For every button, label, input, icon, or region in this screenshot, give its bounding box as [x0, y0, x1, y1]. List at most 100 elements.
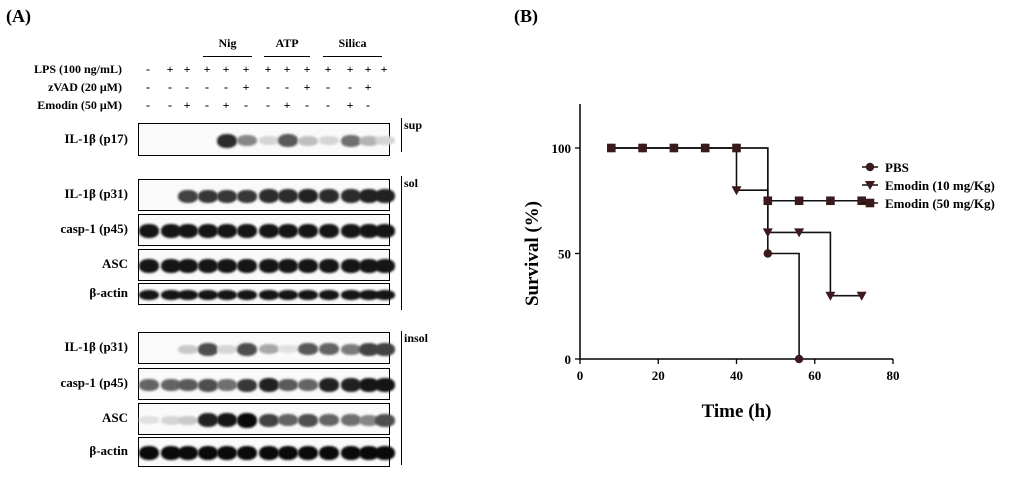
- blot-band: [217, 345, 237, 354]
- blot-band: [278, 224, 298, 238]
- blot-band: [278, 379, 298, 391]
- treatment-label: zVAD (20 μM): [48, 80, 122, 94]
- y-tick-label: 100: [552, 141, 572, 156]
- treatment-sign: +: [324, 62, 332, 76]
- blot-band: [359, 343, 379, 356]
- treatment-sign: +: [222, 62, 230, 76]
- x-tick-label: 80: [887, 368, 900, 383]
- data-point: [794, 228, 805, 238]
- data-point: [794, 196, 804, 206]
- treatment-sign: +: [380, 62, 388, 76]
- blot-band: [178, 446, 198, 460]
- blot-band: [161, 224, 181, 238]
- treatment-sign: +: [303, 62, 311, 76]
- blot-band: [341, 259, 361, 273]
- blot-band: [259, 224, 279, 238]
- blot-band: [298, 343, 318, 355]
- treatment-sign: +: [242, 62, 250, 76]
- data-point: [826, 196, 835, 206]
- legend-label: PBS: [885, 160, 909, 175]
- blot-band: [198, 446, 218, 460]
- blot-label: casp-1 (p45): [60, 221, 128, 236]
- y-tick-label: 50: [558, 247, 571, 262]
- blot-band: [341, 224, 361, 238]
- x-tick-label: 40: [730, 368, 743, 383]
- blot-band: [298, 259, 318, 273]
- blot-label: IL-1β (p17): [64, 130, 128, 146]
- treatment-sign: -: [146, 98, 150, 112]
- data-point: [731, 186, 742, 196]
- series-line: [611, 147, 862, 202]
- blot-band: [139, 224, 159, 238]
- blot-band: [198, 224, 218, 238]
- blot-band: [178, 224, 198, 238]
- blot-strip: [138, 437, 395, 467]
- fraction-bracket: [401, 118, 402, 152]
- blot-band: [139, 290, 159, 300]
- treatment-label: LPS (100 ng/mL): [33, 62, 122, 76]
- data-point: [763, 249, 772, 258]
- blot-band: [375, 224, 395, 238]
- blot-band: [161, 416, 181, 425]
- group-label: Nig: [218, 36, 237, 50]
- panel-a-label: (A): [6, 6, 31, 26]
- blot-band: [319, 224, 339, 238]
- blot-band: [278, 345, 298, 353]
- blot-band: [178, 416, 198, 425]
- blot-label: ASC: [101, 256, 128, 271]
- blot-band: [278, 259, 298, 273]
- treatment-sign: -: [244, 98, 248, 112]
- blot-band: [217, 413, 237, 427]
- data-point: [825, 291, 836, 301]
- blot-strip: [138, 403, 395, 435]
- blot-band: [375, 136, 395, 145]
- blot-band: [237, 446, 257, 460]
- group-underline: [323, 56, 382, 57]
- blot-band: [237, 224, 257, 238]
- treatment-sign: -: [146, 80, 150, 94]
- blot-band: [259, 136, 279, 145]
- blot-band: [139, 416, 159, 424]
- blot-band: [341, 378, 361, 392]
- legend-label: Emodin (10 mg/Kg): [885, 178, 995, 193]
- data-point: [669, 143, 679, 153]
- treatment-sign: -: [168, 80, 172, 94]
- blot-band: [341, 189, 361, 203]
- group-label: ATP: [275, 36, 299, 50]
- blot-band: [178, 290, 198, 300]
- blot-band: [178, 345, 198, 354]
- blot-band: [359, 415, 379, 426]
- blot-band: [139, 446, 159, 460]
- blot-band: [341, 135, 361, 147]
- treatment-sign: -: [168, 98, 172, 112]
- treatment-sign: +: [364, 80, 372, 94]
- treatment-sign: +: [203, 62, 211, 76]
- data-point: [700, 143, 710, 153]
- blot-band: [359, 224, 379, 238]
- treatment-sign: -: [266, 80, 270, 94]
- blot-band: [237, 135, 257, 146]
- blot-band: [319, 446, 339, 460]
- blot-band: [259, 446, 279, 460]
- blot-band: [237, 259, 257, 273]
- blot-band: [237, 290, 257, 300]
- blot-band: [178, 190, 198, 203]
- treatment-sign: -: [266, 98, 270, 112]
- blot-band: [341, 344, 361, 355]
- blot-band: [259, 344, 279, 354]
- data-point: [732, 143, 741, 153]
- treatment-sign: +: [222, 98, 230, 112]
- blot-strip: [138, 214, 395, 246]
- survival-chart: 0 20 40 60 80 0 50 100 Time (h) Survival (%) PBS Em…: [522, 104, 995, 422]
- data-point: [794, 354, 804, 364]
- blot-band: [319, 378, 339, 392]
- blot-band: [375, 343, 395, 356]
- blot-band: [298, 379, 318, 391]
- series-line: [611, 147, 862, 297]
- x-tick-label: 0: [577, 368, 584, 383]
- blot-band: [198, 190, 218, 203]
- blot-band: [278, 134, 298, 147]
- blot-band: [375, 189, 395, 203]
- blot-band: [341, 414, 361, 426]
- blot-strip: [138, 179, 395, 211]
